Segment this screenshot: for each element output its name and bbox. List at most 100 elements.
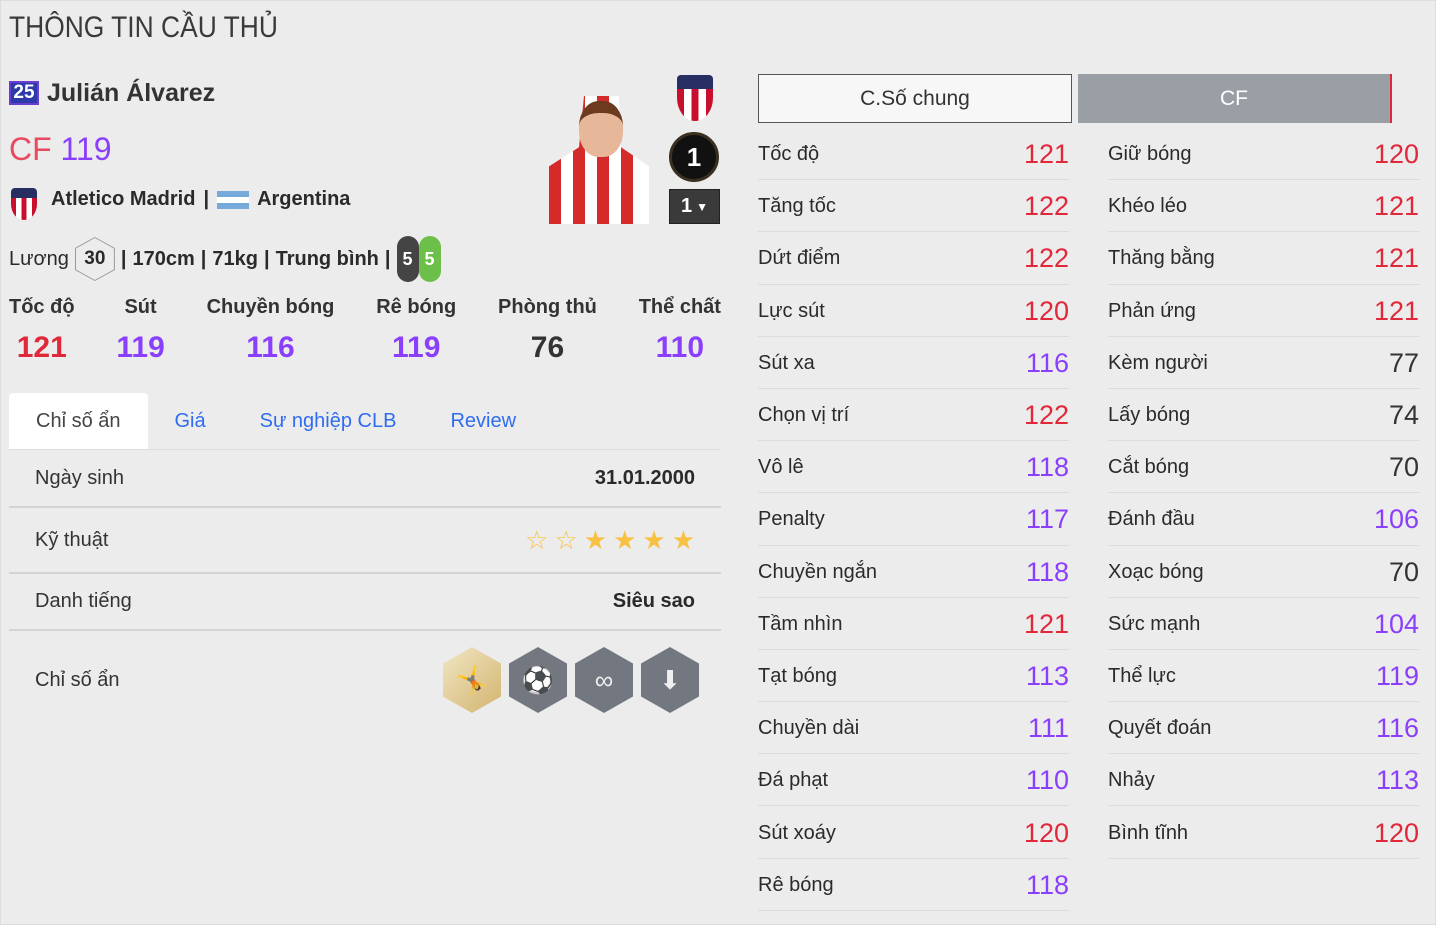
nation-name: Argentina [257, 188, 351, 210]
attr-value: 120 [1373, 139, 1419, 170]
attr-label: Cắt bóng [1108, 456, 1190, 479]
tab-2[interactable]: Sự nghiệp CLB [259, 410, 397, 432]
attr-value: 122 [1023, 400, 1069, 431]
attr-label: Chuyền dài [758, 717, 860, 740]
attr-label: Sút xoáy [758, 821, 836, 844]
attr-row: Khéo léo 121 [1108, 180, 1419, 233]
attrs-right: Giữ bóng 120 Khéo léo 121 Thăng bằng 121 Phản … [1108, 128, 1419, 859]
attr-row: Nhảy 113 [1108, 754, 1419, 807]
attr-value: 77 [1388, 347, 1419, 378]
argentina-flag-icon [217, 190, 250, 209]
traits-label: Chỉ số ẩn [35, 668, 120, 691]
height: 170cm [132, 247, 195, 270]
player-face [579, 101, 623, 157]
tab-general[interactable]: C.Số chung [758, 74, 1072, 123]
summary-stat-label: Sút [124, 296, 157, 318]
summary-stats: Tốc độ 121 Sút 119 Chuyền bóng 116 Rê bóng 119 P… [9, 296, 721, 365]
player-info: Lương 30 | 170cm | 71kg | Trung bình | 5 5 [9, 236, 441, 282]
club-name: Atletico Madrid [51, 188, 196, 210]
attr-label: Lấy bóng [1108, 404, 1191, 427]
attr-value: 118 [1025, 556, 1069, 587]
attr-row: Quyết đoán 116 [1108, 702, 1419, 755]
attr-value: 106 [1373, 504, 1419, 535]
tab-0[interactable]: Chỉ số ẩn [9, 393, 148, 449]
summary-stat: Chuyền bóng 116 [207, 296, 335, 365]
summary-stat-value: 119 [392, 331, 441, 364]
star-filled-icon: ★ [642, 524, 666, 555]
attr-value: 111 [1027, 713, 1069, 744]
attr-row: Vô lê 118 [758, 441, 1069, 494]
fame-row: Danh tiếng Siêu sao [9, 574, 721, 631]
birth-value: 31.01.2000 [594, 466, 695, 489]
attr-label: Kèm người [1108, 351, 1208, 374]
attr-value: 119 [1375, 660, 1419, 691]
attr-value: 117 [1025, 504, 1069, 535]
attr-label: Tăng tốc [758, 195, 836, 218]
tab-cf[interactable]: CF [1078, 74, 1392, 123]
summary-stat-label: Chuyền bóng [206, 296, 335, 318]
attr-row: Chuyền ngắn 118 [758, 546, 1069, 598]
ovr: 119 [60, 131, 112, 167]
caret-down-icon: ▼ [696, 199, 708, 214]
attr-label: Chọn vị trí [758, 404, 850, 427]
attr-label: Sức mạnh [1108, 612, 1201, 635]
long-shot-icon[interactable]: ⚽ [509, 647, 567, 713]
summary-stat: Phòng thủ 76 [498, 296, 597, 365]
attr-label: Dứt điểm [758, 247, 841, 270]
summary-stat: Thể chất 110 [639, 296, 721, 365]
position-rating: CF 119 [9, 131, 112, 168]
fame-label: Danh tiếng [35, 590, 132, 612]
attr-row: Tốc độ 121 [758, 128, 1069, 181]
dribble-path-icon[interactable]: ∞ [575, 647, 633, 713]
player-name: Julián Álvarez [47, 79, 216, 107]
season-badge: 25 [9, 81, 39, 105]
attr-label: Rê bóng [758, 873, 834, 896]
attr-label: Chuyền ngắn [758, 560, 877, 583]
attr-label: Tạt bóng [758, 664, 837, 687]
attr-value: 122 [1023, 191, 1069, 222]
club-crest-large-icon [677, 75, 713, 121]
star-empty-icon: ☆ [525, 524, 549, 555]
summary-stat-label: Tốc độ [9, 296, 75, 318]
bicycle-kick-icon[interactable]: 🤸 [443, 647, 501, 713]
level-select[interactable]: 1 ▼ [669, 189, 720, 224]
traits-list: 🤸 ⚽ ∞ ⬇ [435, 647, 699, 713]
attr-label: Tầm nhìn [758, 612, 843, 635]
attr-row: Đánh đầu 106 [1108, 493, 1419, 546]
summary-stat-value: 121 [16, 331, 67, 364]
attr-label: Đá phạt [758, 769, 829, 792]
weight: 71kg [212, 247, 258, 270]
summary-stat: Tốc độ 121 [9, 296, 75, 365]
page-title: THÔNG TIN CẦU THỦ [9, 11, 278, 44]
level-select-value: 1 [680, 195, 693, 217]
attr-label: Vô lê [758, 456, 804, 479]
attr-row: Rê bóng 118 [758, 859, 1069, 911]
attr-label: Đánh đầu [1108, 508, 1195, 531]
attr-value: 116 [1375, 713, 1419, 744]
summary-stat: Sút 119 [116, 296, 164, 365]
attr-row: Sút xa 116 [758, 337, 1069, 389]
header-icon[interactable]: ⬇ [641, 647, 699, 713]
skill-stars: ☆ ☆ ★ ★ ★ ★ [519, 525, 695, 556]
attr-row: Thăng bằng 121 [1108, 232, 1419, 285]
attr-row: Tạt bóng 113 [758, 650, 1069, 703]
attr-label: Phản ứng [1108, 299, 1196, 322]
birth-label: Ngày sinh [35, 466, 124, 489]
tab-3[interactable]: Review [450, 410, 517, 432]
tab-1[interactable]: Giá [174, 410, 206, 432]
attr-label: Quyết đoán [1108, 717, 1212, 740]
right-foot-icon: 5 [418, 236, 441, 282]
attr-value: 121 [1023, 139, 1069, 170]
fame-value: Siêu sao [612, 590, 695, 612]
attr-value: 121 [1373, 295, 1419, 326]
attr-row: Lấy bóng 74 [1108, 389, 1419, 442]
attr-value: 74 [1388, 400, 1419, 431]
summary-stat-value: 119 [116, 331, 165, 364]
attr-label: Xoạc bóng [1108, 560, 1204, 583]
salary-hex: 30 [74, 237, 115, 281]
summary-stat-value: 76 [530, 331, 565, 364]
summary-stat: Rê bóng 119 [376, 296, 456, 365]
attr-value: 113 [1025, 660, 1069, 691]
attr-row: Lực sút 120 [758, 285, 1069, 337]
skill-label: Kỹ thuật [35, 528, 109, 551]
